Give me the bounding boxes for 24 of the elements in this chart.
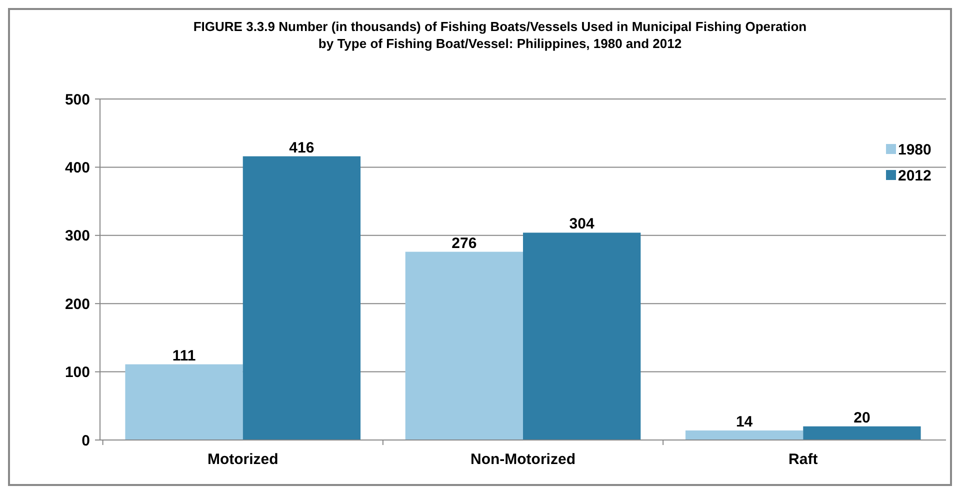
data-label: 14 xyxy=(736,413,754,430)
data-label: 304 xyxy=(569,216,595,233)
x-tick-label: Motorized xyxy=(207,451,278,468)
data-label: 276 xyxy=(452,234,477,252)
x-tick-label: Raft xyxy=(788,451,818,468)
legend-label: 2012 xyxy=(898,167,932,184)
data-label: 20 xyxy=(854,409,870,426)
y-tick-label: 400 xyxy=(64,159,90,176)
bar xyxy=(405,252,523,440)
bar xyxy=(685,430,804,440)
chart-title: FIGURE 3.3.9 Number (in thousands) of Fishing Boats/Vessels Used in Municipal Fishing Operation by Type of Fishing Boat/Vessel: Philippines, 1980 and 2012 xyxy=(193,19,807,51)
data-label: 416 xyxy=(289,139,314,156)
bar xyxy=(803,426,921,440)
data-label: 111 xyxy=(172,347,196,364)
y-tick-label: 0 xyxy=(82,432,90,450)
legend-label: 1980 xyxy=(898,141,932,158)
y-tick-label: 200 xyxy=(64,296,90,313)
y-tick-label: 100 xyxy=(64,364,90,382)
x-tick-label: Non-Motorized xyxy=(470,451,576,468)
y-tick-label: 500 xyxy=(64,91,90,108)
bar xyxy=(242,156,361,440)
bar xyxy=(523,232,641,440)
y-tick-label: 300 xyxy=(64,228,90,245)
bar xyxy=(125,364,243,440)
